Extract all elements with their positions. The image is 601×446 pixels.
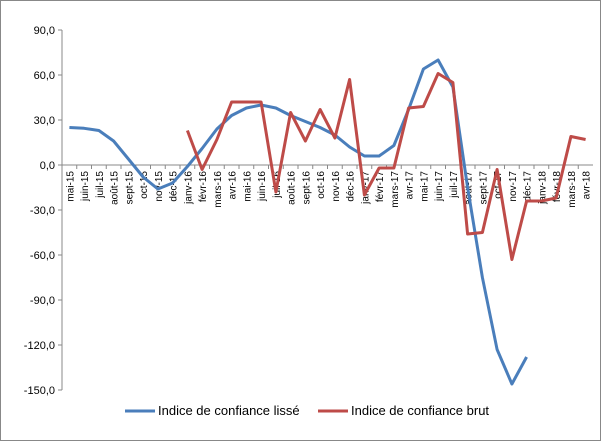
y-tick-label: 0,0: [40, 160, 55, 172]
x-tick-label: janv-18: [537, 171, 548, 205]
x-tick-label: févr-16: [198, 171, 209, 203]
x-tick-label: juil-15: [95, 171, 106, 199]
x-tick-label: mars-16: [213, 171, 224, 208]
x-tick-label: avr-16: [228, 171, 239, 200]
x-tick-label: juin-17: [434, 171, 445, 202]
x-tick-label: janv-17: [360, 171, 371, 205]
legend-label: Indice de confiance lissé: [158, 403, 300, 418]
x-tick-label: oct-15: [139, 171, 150, 199]
y-tick-label: -120,0: [24, 340, 55, 352]
x-tick-label: févr-17: [375, 171, 386, 203]
y-tick-label: -90,0: [30, 295, 55, 307]
series-line: [185, 72, 586, 261]
x-tick-label: mars-18: [567, 171, 578, 208]
y-tick-label: 30,0: [34, 115, 55, 127]
y-tick-label: -150,0: [24, 385, 55, 397]
x-tick-label: mai-15: [65, 171, 76, 202]
x-tick-label: juin-16: [257, 171, 268, 202]
x-tick-label: nov-16: [331, 171, 342, 202]
x-tick-label: nov-15: [154, 171, 165, 202]
x-tick-label: mai-17: [419, 171, 430, 202]
y-tick-label: -30,0: [30, 205, 55, 217]
x-tick-label: août-16: [287, 171, 298, 205]
x-tick-label: déc-15: [169, 171, 180, 202]
x-tick-label: août-15: [110, 171, 121, 205]
x-tick-label: juil-17: [449, 171, 460, 199]
x-tick-label: déc-16: [346, 171, 357, 202]
x-tick-label: oct-16: [316, 171, 327, 199]
x-tick-label: juin-15: [80, 171, 91, 202]
x-tick-label: mai-16: [242, 171, 253, 202]
y-tick-label: -60,0: [30, 250, 55, 262]
y-tick-label: 90,0: [34, 25, 55, 37]
x-tick-label: déc-17: [523, 171, 534, 202]
x-tick-label: sept-15: [124, 171, 135, 205]
x-tick-label: sept-16: [301, 171, 312, 205]
x-tick-label: avr-17: [405, 171, 416, 200]
x-tick-label: avr-18: [582, 171, 593, 200]
legend-label: Indice de confiance brut: [351, 403, 489, 418]
x-tick-label: nov-17: [508, 171, 519, 202]
x-tick-label: janv-16: [183, 171, 194, 205]
x-tick-label: mars-17: [390, 171, 401, 208]
y-tick-label: 60,0: [34, 70, 55, 82]
x-tick-label: sept-17: [478, 171, 489, 205]
